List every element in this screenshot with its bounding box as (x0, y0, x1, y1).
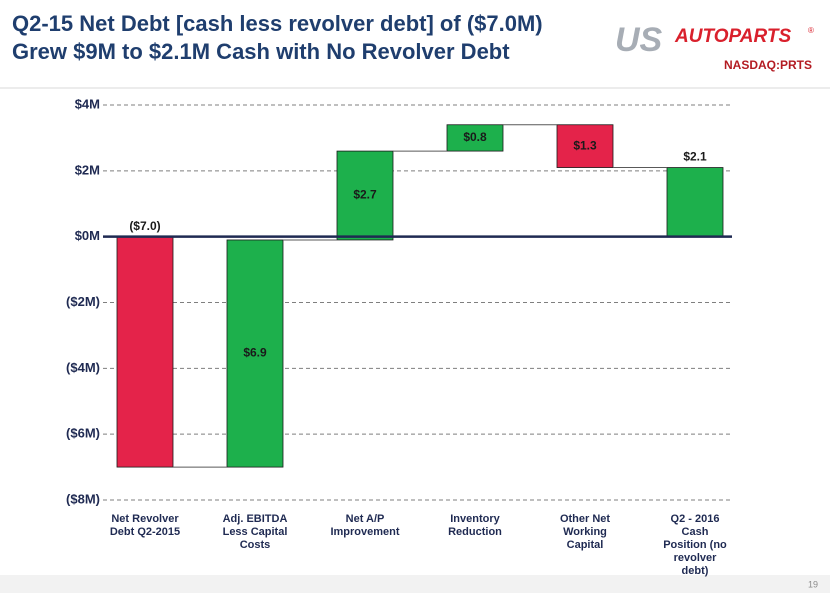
y-tick-label: ($4M) (66, 360, 100, 375)
data-label: $2.7 (353, 188, 377, 202)
logo-registered: ® (808, 26, 814, 35)
data-label: ($7.0) (129, 219, 160, 233)
logo-us: US (615, 21, 663, 59)
y-tick-label: ($2M) (66, 294, 100, 309)
logo-ticker: NASDAQ:PRTS (724, 58, 812, 72)
page-number: 19 (808, 579, 818, 589)
x-tick-label: Net Revolver Debt Q2-2015 (109, 513, 181, 538)
bar (116, 236, 174, 468)
x-tick-label: Adj. EBITDA Less Capital Costs (222, 513, 288, 551)
title-line: Grew $9M to $2.1M Cash with No Revolver … (12, 39, 510, 64)
data-label: $1.3 (573, 138, 597, 152)
bar (666, 167, 724, 238)
y-tick-label: $2M (75, 162, 100, 177)
x-tick-label: Inventory Reduction (448, 513, 502, 538)
bar (226, 239, 284, 468)
bar (556, 124, 614, 168)
y-tick-label: ($6M) (66, 426, 100, 441)
data-label: $6.9 (243, 346, 267, 360)
y-tick-label: $0M (75, 228, 100, 243)
x-tick-label: Q2 - 2016 Cash Position (no revolver deb… (663, 513, 727, 577)
footer-band (0, 575, 830, 593)
bar (446, 124, 504, 152)
x-tick-label: Net A/P Improvement (330, 513, 400, 538)
bar (336, 150, 394, 241)
x-tick-label: Other Net Working Capital (559, 513, 611, 551)
logo-brand: AUTOPARTS (674, 26, 791, 47)
title-line: Q2-15 Net Debt [cash less revolver debt]… (12, 11, 543, 36)
y-tick-label: $4M (75, 96, 100, 111)
data-label: $2.1 (683, 150, 707, 164)
y-tick-label: ($8M) (66, 491, 100, 506)
data-label: $0.8 (463, 130, 487, 144)
